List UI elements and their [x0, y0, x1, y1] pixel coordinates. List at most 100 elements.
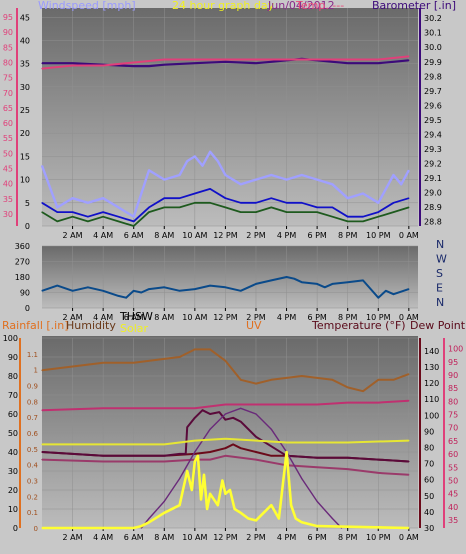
rain-tick: 0.5 [27, 446, 38, 454]
y-pink-tick: 30 [3, 210, 13, 219]
temp-tick: 130 [424, 363, 439, 372]
y-left-tick: 10 [8, 505, 18, 514]
dew-tick: 35 [448, 516, 458, 525]
y-right-tick: 29.8 [424, 72, 442, 81]
point-wind-direction [87, 286, 89, 288]
y-left-tick: 25 [20, 106, 30, 115]
y-pink-tick: 80 [3, 59, 13, 68]
point-wind-direction [301, 281, 303, 283]
barometer-label: Barometer [.in] [372, 0, 456, 12]
point-solar-base [163, 443, 165, 445]
point-dew-point [316, 403, 318, 406]
rain-tick: 0.9 [27, 383, 38, 391]
point-gust [41, 165, 43, 167]
point-wind-avg [316, 206, 318, 208]
point-solar [217, 504, 219, 506]
point-temp-pink-scale [41, 68, 43, 70]
point-solar [234, 508, 236, 510]
point-wind-direction [293, 278, 295, 280]
point-solar [191, 489, 193, 491]
point-thsw [194, 417, 196, 419]
point-solar-base [408, 440, 410, 442]
point-wind-avg [209, 188, 211, 190]
point-barometer [148, 65, 150, 67]
point-thsw [133, 455, 135, 457]
y-left-tick: 20 [8, 486, 18, 495]
point-wind-speed [133, 225, 135, 227]
point-humidity [179, 356, 181, 358]
point-wind-direction [385, 290, 387, 292]
point-wind-avg [392, 202, 395, 204]
point-dew-point [102, 407, 104, 409]
direction-tick: 270 [15, 258, 30, 267]
point-uv [316, 500, 318, 502]
point-barometer [133, 65, 135, 67]
point-wind-direction [117, 295, 119, 297]
y-right-tick: 29.7 [424, 87, 442, 96]
thsw-label: THSW [119, 310, 153, 323]
point-wind-direction [41, 290, 43, 292]
temp-header-label: Temp. --- [295, 0, 344, 12]
temp-tick: 40 [424, 508, 434, 517]
y-right-tick: 29.6 [424, 101, 442, 110]
point-wind-avg [255, 202, 257, 204]
x-tick-label: 2 PM [246, 231, 265, 240]
point-solar [270, 504, 272, 506]
x-tick-label: 10 PM [366, 313, 391, 322]
point-temp-pink [347, 468, 349, 470]
point-solar [290, 504, 292, 506]
wind-plot-area [42, 8, 418, 226]
series-barometer [42, 57, 409, 68]
point-dew-point [286, 403, 288, 406]
x-tick-label: 12 PM [213, 313, 238, 322]
point-wind-direction [392, 293, 395, 295]
point-gust [362, 192, 364, 195]
point-barometer [408, 59, 410, 61]
point-gust [201, 165, 204, 167]
point-wind-direction [224, 286, 226, 288]
point-wind-avg [362, 216, 364, 218]
point-dew-point [163, 407, 165, 409]
point-wind-avg [41, 202, 43, 204]
direction-tick: 180 [15, 273, 30, 282]
y-left-tick: 40 [20, 36, 30, 45]
y-right-tick: 28.8 [424, 218, 442, 227]
point-temp-pink-scale [286, 58, 288, 61]
x-tick-label: 8 PM [338, 533, 357, 542]
y-left-tick: 0 [25, 222, 30, 231]
point-temp-pink-scale [255, 58, 257, 61]
point-gust [400, 183, 402, 185]
y-pink-tick: 95 [3, 13, 13, 22]
point-solar [140, 525, 142, 527]
temp-plot-area [42, 336, 418, 528]
point-gust [72, 197, 74, 199]
point-humidity [286, 377, 288, 379]
point-wind-speed [331, 216, 333, 218]
point-solar-base [347, 441, 349, 444]
point-wind-direction [133, 290, 135, 292]
point-wind-avg [331, 206, 333, 208]
temp-tick: 120 [424, 379, 439, 388]
dew-tick: 40 [448, 503, 458, 512]
point-wind-speed [102, 216, 104, 218]
y-pink-tick: 75 [3, 74, 13, 83]
y-pink-tick: 40 [3, 180, 13, 189]
point-wind-direction [286, 276, 288, 278]
x-tick-label: 8 PM [338, 313, 357, 322]
point-wind-direction [140, 291, 142, 294]
dewpoint-label: Dew Point (°F) [410, 319, 466, 332]
point-gust [217, 160, 219, 162]
temp-tick: 60 [424, 476, 434, 485]
temp-tick: 70 [424, 460, 434, 469]
point-wind-direction [408, 288, 410, 290]
point-solar [286, 451, 288, 453]
point-solar-base [316, 441, 318, 444]
rainfall-label: Rainfall [.in] [2, 319, 69, 332]
point-solar [203, 474, 205, 476]
dew-tick: 65 [448, 437, 458, 446]
y-left-tick: 30 [20, 83, 30, 92]
y-left-tick: 50 [8, 429, 18, 438]
point-thsw [209, 413, 211, 415]
